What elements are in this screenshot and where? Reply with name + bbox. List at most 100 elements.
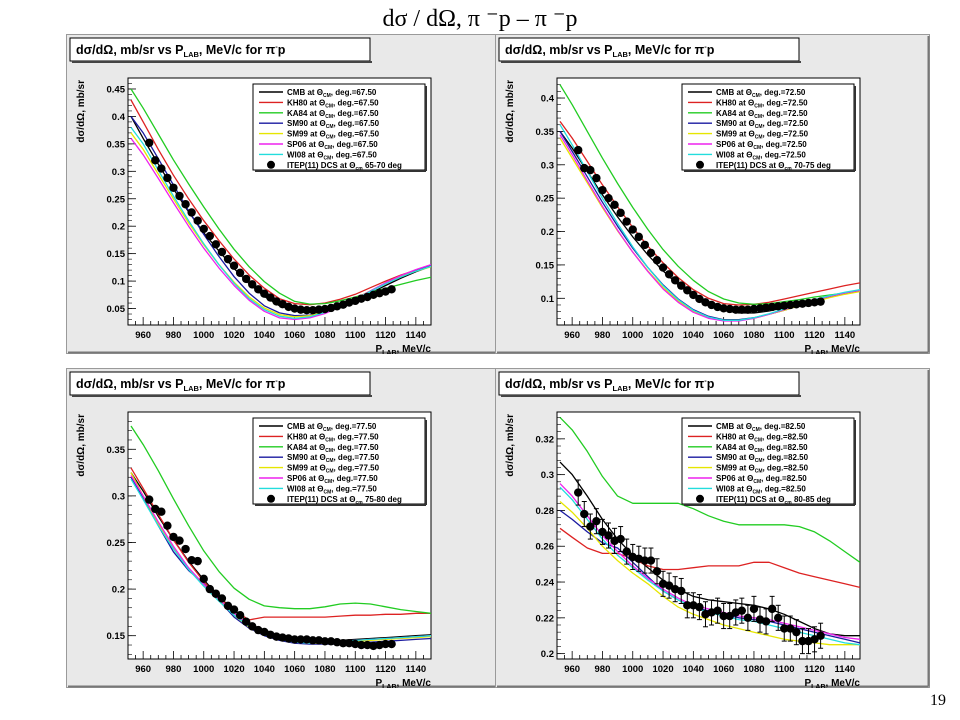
data-point — [713, 606, 722, 615]
x-tick-label: 1060 — [713, 330, 734, 341]
series-line-ka84 — [559, 416, 860, 563]
plot-content — [559, 84, 860, 322]
data-point — [622, 217, 631, 226]
data-point — [241, 274, 251, 284]
x-tick-label: 980 — [595, 664, 611, 675]
data-point — [780, 301, 789, 310]
data-point — [640, 556, 650, 565]
data-point — [792, 627, 801, 637]
data-point — [719, 304, 728, 313]
x-tick-label: 1080 — [743, 664, 764, 675]
legend-entry-sm90: SM90 at ΘCM, deg.=72.50 — [716, 119, 809, 130]
data-point — [157, 507, 166, 516]
y-axis-label: dσ/dΩ, mb/sr — [505, 80, 516, 143]
x-tick-label: 1000 — [622, 664, 643, 675]
y-tick-label: 0.15 — [107, 631, 126, 642]
legend-entry-cmb: CMB at ΘCM, deg.=77.50 — [287, 422, 377, 433]
x-tick-label: 1100 — [345, 330, 366, 341]
data-point — [786, 300, 795, 310]
x-tick-label: 1080 — [314, 330, 335, 341]
y-tick-label: 0.3 — [541, 160, 554, 171]
data-point — [223, 254, 233, 264]
y-tick-label: 0.1 — [112, 277, 126, 288]
chart-title: dσ/dΩ, mb/sr vs PLAB, MeV/c for π-p — [76, 376, 286, 393]
data-point — [357, 640, 366, 650]
x-axis-label: PLAB, MeV/c — [375, 344, 431, 354]
y-tick-label: 0.25 — [107, 194, 126, 205]
data-point — [229, 605, 239, 614]
legend-box — [252, 83, 426, 171]
data-point — [199, 574, 208, 584]
x-tick-label: 1020 — [223, 664, 244, 675]
data-point — [695, 602, 704, 612]
data-point — [308, 305, 318, 315]
y-tick-label: 0.2 — [112, 585, 125, 596]
data-point — [586, 165, 595, 175]
x-tick-label: 1000 — [622, 330, 643, 341]
plot-content — [130, 425, 431, 651]
x-tick-label: 1060 — [284, 664, 305, 675]
chart-svg: dσ/dΩ, mb/sr vs PLAB, MeV/c for π-p 960 98… — [495, 368, 930, 688]
chart-panel-bottom-left: dσ/dΩ, mb/sr vs PLAB, MeV/c for π-p 960 98… — [66, 368, 501, 688]
data-point — [816, 297, 825, 306]
y-tick-label: 0.3 — [112, 491, 125, 502]
legend-data-marker — [267, 160, 275, 169]
data-point — [767, 604, 777, 614]
data-point — [749, 304, 759, 314]
data-point — [616, 534, 625, 544]
data-point — [217, 594, 227, 603]
data-point — [217, 247, 227, 257]
x-tick-label: 1120 — [375, 664, 396, 675]
data-point — [598, 527, 607, 537]
legend-entry-cmb: CMB at ΘCM, deg.=82.50 — [716, 422, 806, 433]
data-point — [586, 522, 595, 531]
y-tick-label: 0.24 — [536, 578, 555, 589]
x-tick-label: 1140 — [406, 330, 427, 341]
data-point — [743, 305, 753, 314]
chart-title: dσ/dΩ, mb/sr vs PLAB, MeV/c for π-p — [505, 42, 715, 59]
data-point — [181, 544, 190, 554]
x-tick-label: 1040 — [683, 664, 704, 675]
data-point — [798, 299, 807, 308]
data-point — [804, 298, 813, 308]
data-point — [725, 611, 734, 621]
data-point — [229, 261, 239, 270]
data-point — [205, 231, 215, 241]
x-tick-label: 1100 — [774, 330, 795, 341]
y-tick-label: 0.05 — [107, 304, 126, 315]
data-point — [677, 281, 686, 290]
data-point — [670, 276, 680, 285]
legend-box — [681, 83, 855, 171]
y-tick-label: 0.15 — [536, 260, 555, 271]
legend-entry-sm90: SM90 at ΘCM, deg.=77.50 — [287, 453, 380, 464]
x-tick-label: 960 — [564, 664, 580, 675]
legend-entry-sp06: SP06 at ΘCM, deg.=72.50 — [716, 140, 807, 151]
legend-entry-ka84: KA84 at ΘCM, deg.=77.50 — [287, 443, 379, 454]
data-point — [719, 611, 728, 621]
data-point — [163, 521, 172, 530]
x-tick-label: 960 — [135, 664, 151, 675]
data-point — [235, 610, 245, 620]
data-point — [767, 302, 777, 312]
data-point — [773, 302, 783, 311]
y-axis-label: dσ/dΩ, mb/sr — [76, 80, 87, 143]
x-tick-label: 980 — [595, 330, 611, 341]
y-axis-label: dσ/dΩ, mb/sr — [505, 414, 516, 477]
chart-panel-top-left: dσ/dΩ, mb/sr vs PLAB, MeV/c for π-p 960 98… — [66, 34, 501, 354]
data-point — [646, 248, 656, 258]
data-point — [616, 208, 625, 218]
page-number: 19 — [930, 692, 946, 709]
legend-entry-sm99: SM99 at ΘCM, deg.=67.50 — [287, 130, 380, 141]
data-point — [248, 280, 257, 289]
data-point — [193, 556, 202, 566]
series-line-ka84 — [130, 425, 431, 614]
data-point — [223, 601, 233, 611]
data-point — [658, 263, 668, 272]
legend-data-marker — [267, 494, 275, 503]
y-tick-label: 0.45 — [107, 84, 126, 95]
data-point — [302, 305, 311, 315]
chart-panel-bottom-right: dσ/dΩ, mb/sr vs PLAB, MeV/c for π-p 960 98… — [495, 368, 930, 688]
legend-entry-sp06: SP06 at ΘCM, deg.=67.50 — [287, 140, 378, 151]
legend-entry-ka84: KA84 at ΘCM, deg.=82.50 — [716, 443, 808, 454]
data-point — [761, 617, 771, 626]
